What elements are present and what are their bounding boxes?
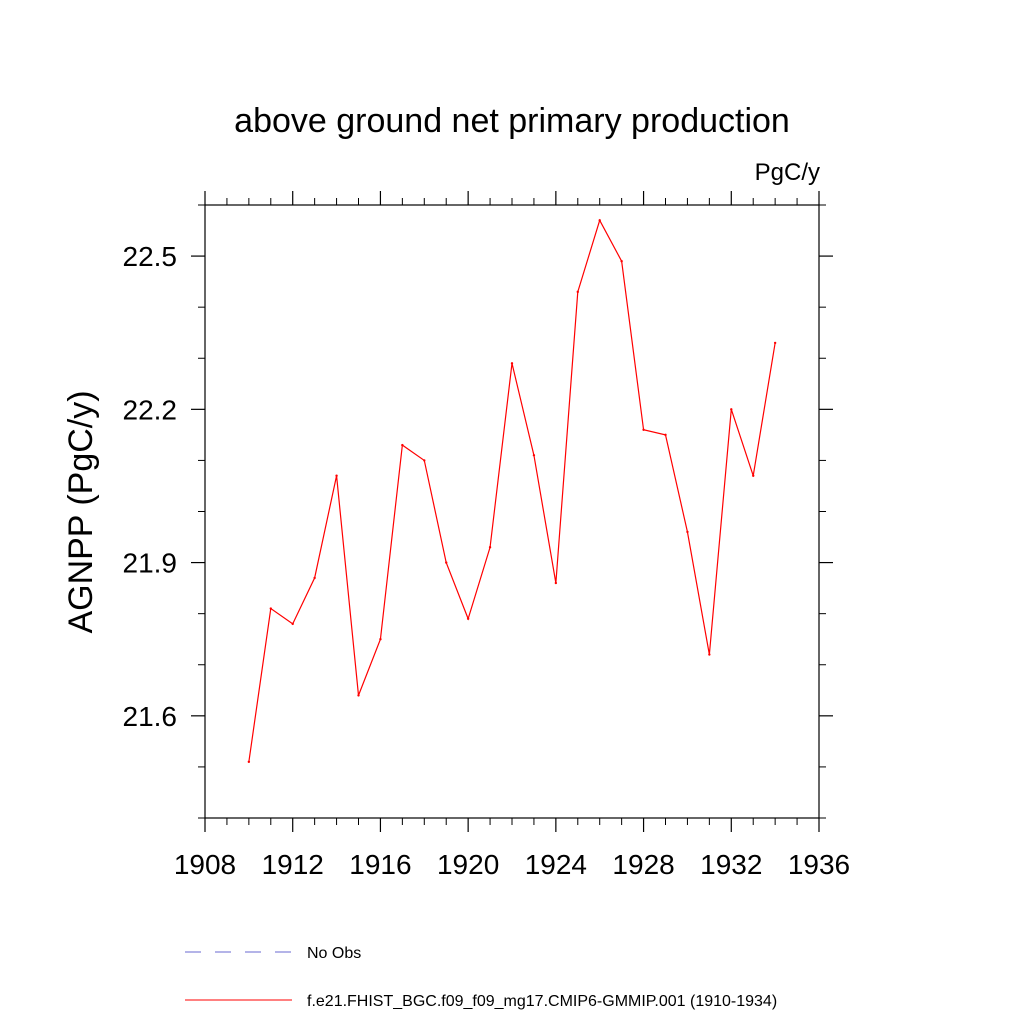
x-tick-label: 1912: [262, 849, 324, 880]
x-tick-label: 1932: [700, 849, 762, 880]
data-point: [379, 638, 382, 641]
data-point: [466, 617, 470, 620]
data-point: [335, 474, 338, 477]
data-point: [642, 428, 645, 431]
y-tick-label: 21.9: [123, 548, 178, 579]
data-point: [730, 408, 733, 411]
data-point: [445, 561, 448, 564]
data-point: [686, 530, 689, 534]
x-tick-label: 1936: [788, 849, 850, 880]
data-point: [291, 622, 294, 626]
data-point: [752, 474, 755, 477]
data-point: [620, 259, 623, 263]
series-layer: [247, 218, 777, 764]
y-tick-label: 22.5: [123, 241, 178, 272]
x-tick-label: 1924: [525, 849, 587, 880]
data-point: [773, 341, 777, 345]
data-point: [664, 433, 667, 437]
data-point: [532, 454, 536, 457]
data-point: [488, 546, 492, 549]
chart-title: above ground net primary production: [234, 102, 790, 140]
legend-label: f.e21.FHIST_BGC.f09_f09_mg17.CMIP6-GMMIP…: [307, 993, 777, 1010]
series-line: [248, 218, 776, 762]
data-point: [708, 653, 711, 656]
y-tick-label: 21.6: [123, 701, 178, 732]
data-point: [313, 576, 316, 580]
legend: No Obs f.e21.FHIST_BGC.f09_f09_mg17.CMIP6…: [185, 945, 777, 1010]
data-point: [357, 694, 360, 697]
x-tick-label: 1908: [174, 849, 236, 880]
ticks-layer: [191, 191, 833, 832]
data-point: [423, 459, 426, 462]
data-point: [510, 362, 514, 365]
y-axis-label: AGNPP (PgC/y): [62, 390, 100, 633]
data-point: [269, 607, 272, 610]
y-tick-label: 22.2: [123, 394, 178, 425]
tick-labels: 1908 1912 1916 1920 1924 1928 1932 1936 21.6 21.9…: [123, 241, 851, 880]
x-tick-label: 1920: [437, 849, 499, 880]
data-point: [401, 443, 404, 447]
data-point: [576, 290, 579, 294]
x-tick-label: 1928: [612, 849, 674, 880]
x-tick-label: 1916: [349, 849, 411, 880]
data-point: [554, 581, 558, 585]
legend-label: No Obs: [307, 945, 361, 962]
data-point: [247, 760, 251, 764]
units-label: PgC/y: [755, 159, 820, 186]
plot-frame: [204, 204, 820, 819]
data-point: [598, 219, 601, 222]
